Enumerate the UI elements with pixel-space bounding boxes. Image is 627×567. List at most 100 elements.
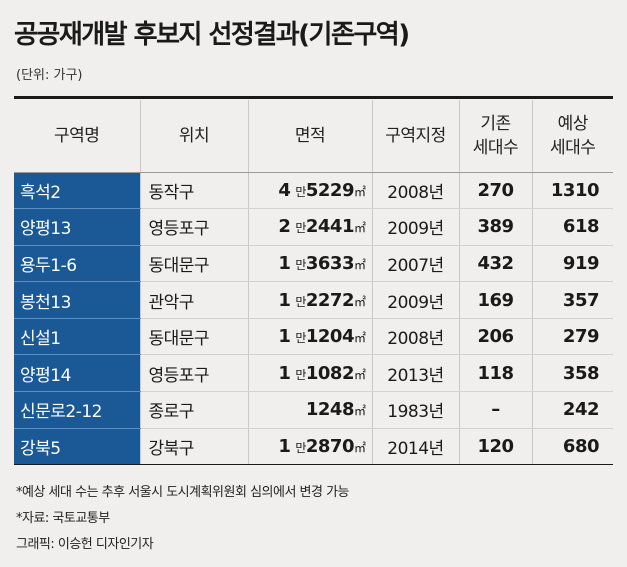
area-man-value: 1	[278, 326, 291, 348]
district-area: 1 만2272㎡	[247, 281, 372, 319]
col-header-name: 구역명	[14, 100, 140, 173]
designation-year: 2007년	[371, 245, 459, 283]
area-man-value: 1	[278, 289, 291, 311]
district-name: 양평13	[14, 208, 140, 246]
existing-households: 169	[458, 281, 532, 319]
area-man-value: 4	[278, 179, 291, 201]
footnote-change: *예상 세대 수는 추후 서울시 도시계획위원회 심의에서 변경 가능	[16, 485, 350, 500]
area-man-label: 만	[295, 184, 306, 199]
area-unit: ㎡	[353, 440, 366, 455]
table-row: 신설1 동대문구 1 만1204㎡ 2008년 206 279	[14, 318, 613, 356]
existing-households: 206	[458, 318, 532, 356]
area-man-value: 1	[278, 435, 291, 457]
area-unit: ㎡	[353, 294, 366, 309]
district-location: 동대문구	[139, 318, 248, 356]
area-man-value: 1	[278, 252, 291, 274]
area-man-value: 2	[278, 216, 291, 238]
area-rest-value: 5229	[305, 179, 355, 201]
col-header-existing-line1: 기존	[480, 113, 511, 134]
district-name: 강북5	[14, 428, 140, 466]
existing-households: 270	[458, 172, 532, 210]
redevelopment-table: 구역명 위치 면적 구역지정 기존 세대수 예상 세대수 흑석2 동작구 4 만…	[14, 100, 613, 466]
district-name: 봉천13	[14, 281, 140, 319]
area-unit: ㎡	[353, 257, 366, 272]
unit-label: (단위: 가구)	[16, 68, 83, 83]
district-name: 용두1-6	[14, 245, 140, 283]
table-row: 용두1-6 동대문구 1 만3633㎡ 2007년 432 919	[14, 245, 613, 283]
footnote-credit: 그래픽: 이승헌 디자인기자	[16, 537, 154, 552]
designation-year: 2009년	[371, 281, 459, 319]
footnote-source: *자료: 국토교통부	[16, 511, 110, 526]
designation-year: 1983년	[371, 391, 459, 429]
area-rest-value: 2272	[305, 289, 355, 311]
expected-households: 357	[531, 281, 613, 319]
expected-households: 1310	[531, 172, 613, 210]
area-man-label: 만	[295, 331, 306, 346]
area-man-label: 만	[295, 221, 306, 236]
col-header-area: 면적	[247, 100, 372, 173]
district-area: 1 만3633㎡	[247, 245, 372, 283]
table-row: 양평13 영등포구 2 만2441㎡ 2009년 389 618	[14, 208, 613, 246]
district-area: 4 만5229㎡	[247, 172, 372, 210]
col-header-designated: 구역지정	[371, 100, 459, 173]
existing-households: 432	[458, 245, 532, 283]
area-unit: ㎡	[353, 221, 366, 236]
col-header-expected-line2: 세대수	[550, 137, 596, 158]
district-location: 관악구	[139, 281, 248, 319]
existing-households: 389	[458, 208, 532, 246]
expected-households: 618	[531, 208, 613, 246]
district-area: 1248㎡	[247, 391, 372, 429]
district-location: 동대문구	[139, 245, 248, 283]
district-name: 양평14	[14, 354, 140, 393]
table-row: 양평14 영등포구 1 만1082㎡ 2013년 118 358	[14, 354, 613, 393]
expected-households: 919	[531, 245, 613, 283]
table-header-row: 구역명 위치 면적 구역지정 기존 세대수 예상 세대수	[14, 100, 613, 173]
designation-year: 2013년	[371, 354, 459, 393]
col-header-expected: 예상 세대수	[531, 100, 613, 173]
district-location: 영등포구	[139, 208, 248, 246]
designation-year: 2009년	[371, 208, 459, 246]
expected-households: 358	[531, 354, 613, 393]
col-header-existing: 기존 세대수	[458, 100, 532, 173]
col-header-location: 위치	[139, 100, 248, 173]
expected-households: 680	[531, 428, 613, 466]
district-location: 동작구	[139, 172, 248, 210]
existing-households: 120	[458, 428, 532, 466]
designation-year: 2008년	[371, 172, 459, 210]
table-top-rule	[14, 96, 613, 99]
area-rest-value: 1248	[305, 399, 355, 421]
area-unit: ㎡	[353, 184, 366, 199]
area-unit: ㎡	[353, 404, 366, 419]
district-location: 강북구	[139, 428, 248, 466]
existing-households: –	[458, 391, 532, 429]
district-area: 1 만1082㎡	[247, 354, 372, 393]
table-row: 강북5 강북구 1 만2870㎡ 2014년 120 680	[14, 428, 613, 466]
district-location: 영등포구	[139, 354, 248, 393]
area-rest-value: 1082	[305, 362, 355, 384]
table-row: 흑석2 동작구 4 만5229㎡ 2008년 270 1310	[14, 172, 613, 210]
area-rest-value: 3633	[305, 252, 355, 274]
table-row: 신문로2-12 종로구 1248㎡ 1983년 – 242	[14, 391, 613, 429]
district-area: 1 만1204㎡	[247, 318, 372, 356]
district-name: 신설1	[14, 318, 140, 356]
area-rest-value: 2870	[305, 435, 355, 457]
col-header-existing-line2: 세대수	[472, 137, 519, 158]
area-man-value: 1	[278, 362, 291, 384]
district-area: 1 만2870㎡	[247, 428, 372, 466]
district-location: 종로구	[139, 391, 248, 429]
area-unit: ㎡	[353, 367, 366, 382]
area-unit: ㎡	[353, 331, 366, 346]
district-area: 2 만2441㎡	[247, 208, 372, 246]
area-man-label: 만	[295, 257, 306, 272]
district-name: 흑석2	[14, 172, 140, 210]
expected-households: 242	[531, 391, 613, 429]
area-man-label: 만	[295, 294, 306, 309]
district-name: 신문로2-12	[14, 391, 140, 429]
area-man-label: 만	[295, 440, 306, 455]
area-man-label: 만	[295, 367, 306, 382]
existing-households: 118	[458, 354, 532, 393]
designation-year: 2014년	[371, 428, 459, 466]
col-header-expected-line1: 예상	[557, 113, 589, 134]
page-title: 공공재개발 후보지 선정결과(기존구역)	[14, 20, 410, 50]
table-row: 봉천13 관악구 1 만2272㎡ 2009년 169 357	[14, 281, 613, 319]
